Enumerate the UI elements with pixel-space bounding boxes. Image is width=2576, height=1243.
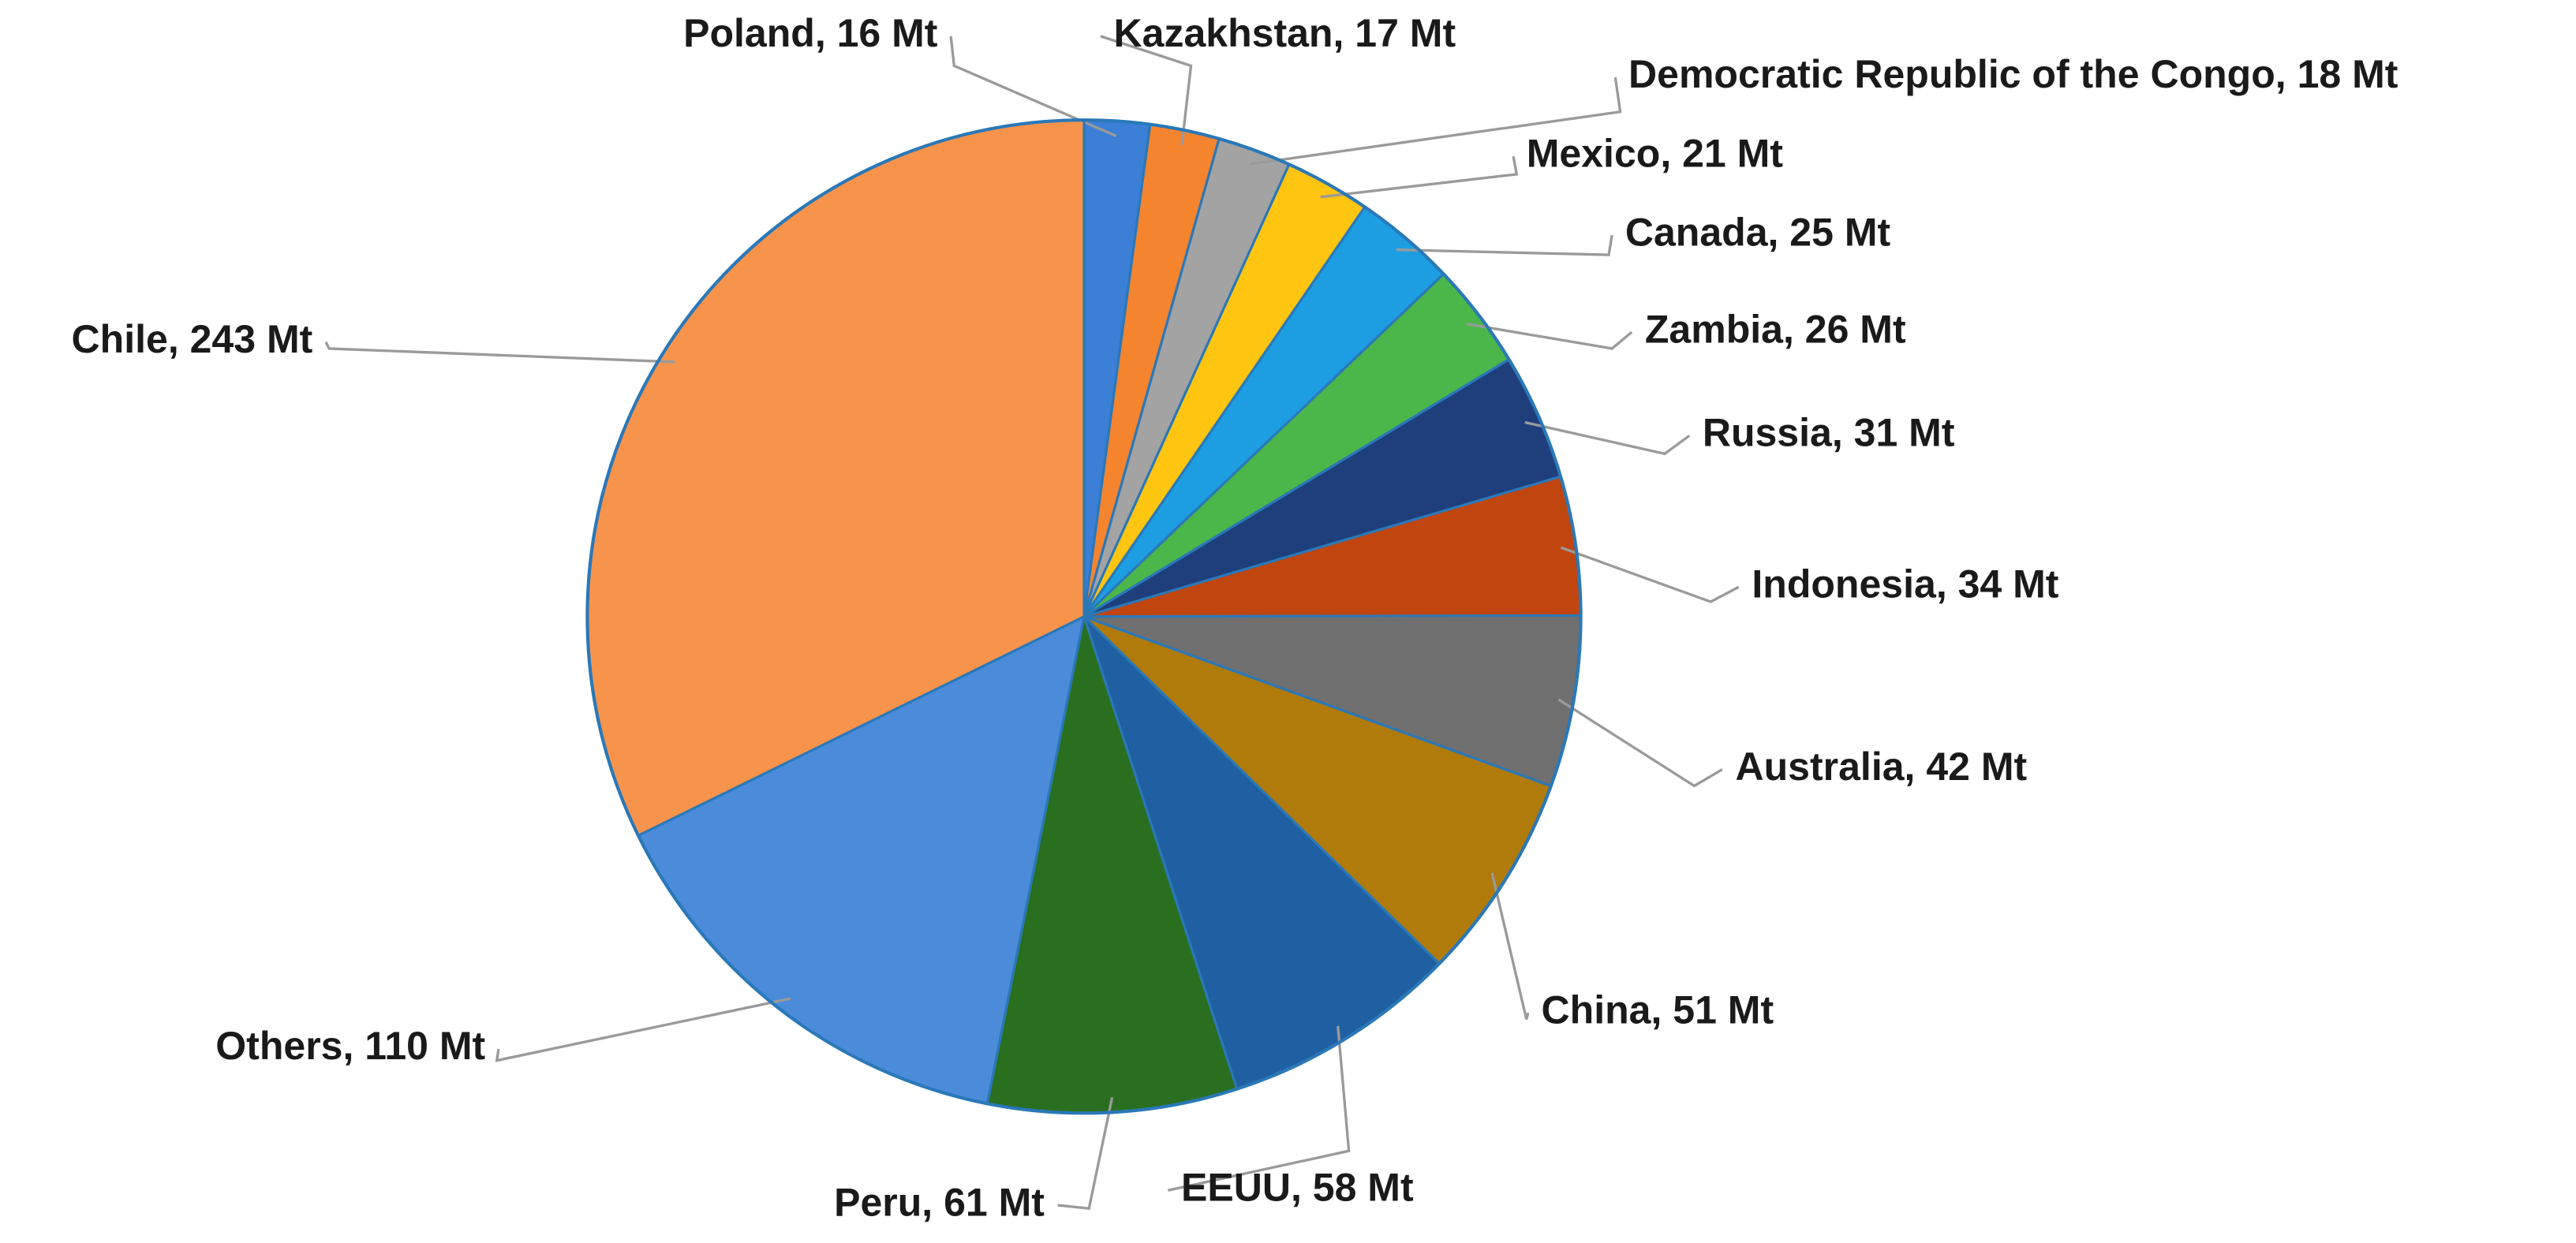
- data-label: Australia, 42 Mt: [1736, 745, 2028, 789]
- leader-line: [1557, 698, 1723, 788]
- leader-line: [495, 997, 791, 1062]
- leader-line: [1524, 420, 1691, 456]
- data-label: EEUU, 58 Mt: [1181, 1166, 1414, 1210]
- leader-line: [1560, 546, 1740, 603]
- data-label: Russia, 31 Mt: [1703, 411, 1955, 455]
- data-label: Canada, 25 Mt: [1625, 210, 1891, 254]
- leader-line: [1100, 35, 1193, 145]
- leader-line: [324, 341, 675, 364]
- leader-line: [1490, 872, 1530, 1020]
- data-label: Zambia, 26 Mt: [1645, 307, 1906, 351]
- pie-outline: [585, 118, 1583, 1115]
- data-label: Peru, 61 Mt: [834, 1180, 1045, 1224]
- leader-line: [1396, 234, 1613, 256]
- data-label: Others, 110 Mt: [215, 1024, 485, 1068]
- leader-line: [949, 35, 1117, 137]
- data-label: Chile, 243 Mt: [72, 317, 313, 361]
- data-label: Democratic Republic of the Congo, 18 Mt: [1628, 52, 2398, 96]
- data-label: Indonesia, 34 Mt: [1752, 562, 2058, 606]
- leader-line: [1057, 1097, 1114, 1211]
- data-label: China, 51 Mt: [1542, 987, 1774, 1032]
- leader-line: [1466, 323, 1633, 350]
- leader-line: [1167, 1025, 1351, 1192]
- data-label: Poland, 16 Mt: [683, 11, 938, 55]
- data-label: Kazakhstan, 17 Mt: [1114, 11, 1456, 55]
- leader-line: [1320, 155, 1519, 199]
- data-label: Mexico, 21 Mt: [1527, 131, 1784, 175]
- leader-line: [1249, 77, 1622, 166]
